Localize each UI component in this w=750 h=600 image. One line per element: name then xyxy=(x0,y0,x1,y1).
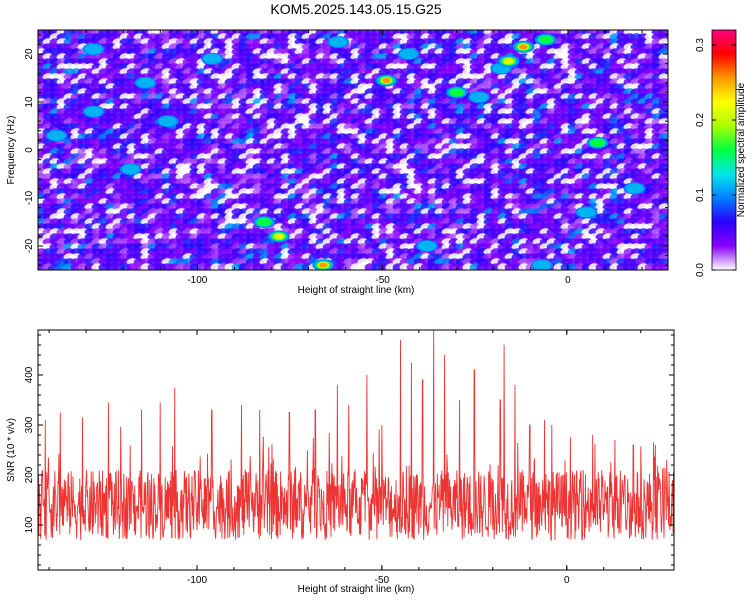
snr-x-axis-label: Height of straight line (km) xyxy=(298,584,415,595)
heatmap-hotspot-core xyxy=(538,35,554,44)
snr-plot-area xyxy=(38,330,674,541)
snr-x-tick-label: 0 xyxy=(564,575,570,586)
heatmap-x-tick-label: 0 xyxy=(565,275,571,286)
heatmap-hotspot-core xyxy=(84,106,103,117)
heatmap-hotspot-core xyxy=(502,57,515,65)
colorbar-label: Normalized spectral amplitude xyxy=(736,82,747,217)
colorbar-tick-label: 0.0 xyxy=(695,263,706,277)
snr-y-tick-label: 200 xyxy=(24,466,35,483)
snr-y-axis-label: SNR (10 * v/v) xyxy=(6,418,17,482)
heatmap-x-tick-label: -50 xyxy=(375,275,390,286)
heatmap-y-axis-label: Frequency (Hz) xyxy=(6,116,17,185)
heatmap-cells xyxy=(38,30,668,270)
heatmap-hotspot-core xyxy=(470,92,488,103)
snr-panel: -100 -50 0 100 200 300 400 Height of straight … xyxy=(6,329,675,595)
heatmap-hotspot-core xyxy=(399,49,418,59)
heatmap-hotspot-core xyxy=(625,183,644,194)
heatmap-hotspot-core xyxy=(418,241,437,251)
snr-x-tick-label: -100 xyxy=(187,575,207,586)
heatmap-hotspot-core xyxy=(533,260,551,270)
heatmap-hotspots xyxy=(45,33,646,270)
heatmap-x-axis-label: Height of straight line (km) xyxy=(298,285,415,296)
heatmap-hotspot-core xyxy=(121,164,140,175)
colorbar-ticks: 0.0 0.1 0.2 0.3 xyxy=(695,38,736,277)
heatmap-hotspot-core xyxy=(47,130,66,141)
snr-x-tick-label: -50 xyxy=(375,575,390,586)
heatmap-y-tick-label: 0 xyxy=(24,147,35,153)
heatmap-hotspot-core xyxy=(577,207,596,218)
colorbar-tick-label: 0.3 xyxy=(695,38,706,52)
heatmap-hotspot-core xyxy=(590,138,605,147)
heatmap-hotspot-core xyxy=(519,44,528,50)
colorbar-gradient xyxy=(712,30,736,270)
heatmap-y-tick-label: 20 xyxy=(24,48,35,60)
snr-frame xyxy=(37,329,675,571)
heatmap-hotspot-core xyxy=(449,88,465,97)
heatmap-y-tick-label: -20 xyxy=(24,238,35,253)
heatmap-y-tick-label: -10 xyxy=(24,190,35,205)
colorbar-frame xyxy=(711,29,737,271)
figure-title: KOM5.2025.143.05.15.G25 xyxy=(270,1,441,17)
heatmap-hotspot-core xyxy=(84,44,103,55)
colorbar: 0.0 0.1 0.2 0.3 Normalized spectral amplitu… xyxy=(695,29,747,277)
heatmap-hotspot-core xyxy=(203,53,222,64)
heatmap-x-tick-label: -100 xyxy=(187,275,207,286)
heatmap-hotspot-core xyxy=(382,77,391,83)
heatmap-y-tick-label: 10 xyxy=(24,96,35,108)
colorbar-tick-label: 0.2 xyxy=(695,113,706,127)
snr-series-line xyxy=(38,330,674,541)
heatmap-hotspot-core xyxy=(256,217,272,227)
snr-ticks: -100 -50 0 100 200 300 400 xyxy=(24,330,674,586)
snr-y-tick-label: 100 xyxy=(24,516,35,533)
colorbar-tick-label: 0.1 xyxy=(695,188,706,202)
heatmap-hotspot-core xyxy=(329,37,348,47)
heatmap-hotspot-core xyxy=(136,77,155,88)
snr-y-tick-label: 400 xyxy=(24,366,35,383)
snr-y-tick-label: 300 xyxy=(24,416,35,433)
heatmap-hotspot-core xyxy=(158,116,177,127)
heatmap-hotspot-core xyxy=(273,233,285,240)
heatmap-hotspot-core xyxy=(319,262,328,268)
